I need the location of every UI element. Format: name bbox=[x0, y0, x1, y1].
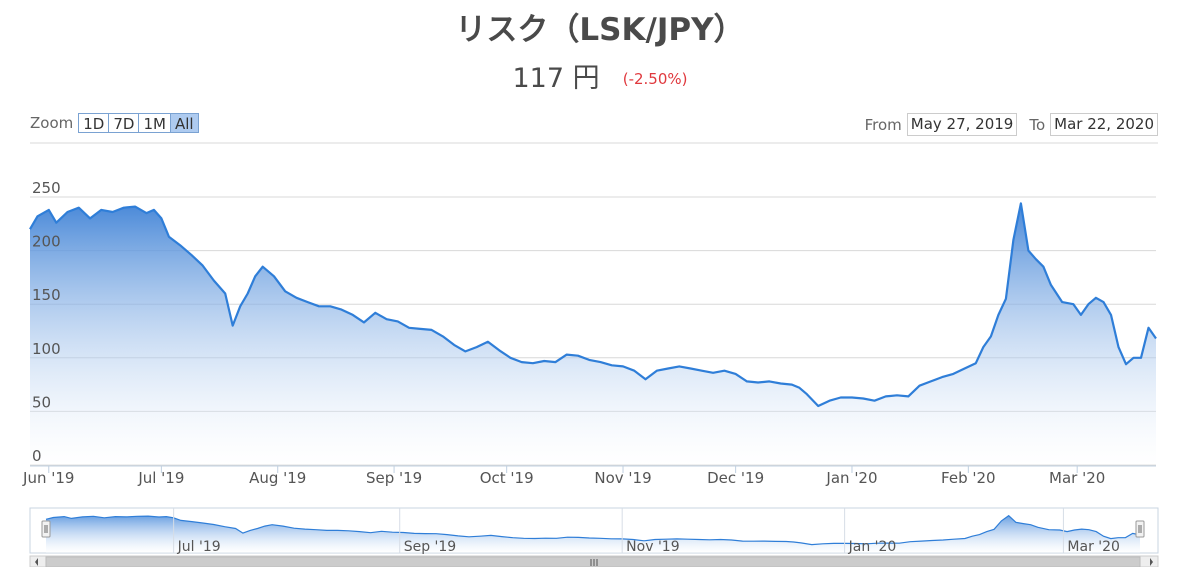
navigator-left-handle[interactable] bbox=[41, 520, 51, 538]
x-tick-label: Jul '19 bbox=[137, 469, 184, 487]
page-title: リスク（LSK/JPY） bbox=[455, 12, 745, 48]
y-tick-label: 0 bbox=[32, 447, 42, 465]
x-tick-label: Sep '19 bbox=[366, 469, 422, 487]
from-date-input[interactable]: May 27, 2019 bbox=[906, 113, 1018, 136]
zoom-7d-button[interactable]: 7D bbox=[108, 113, 140, 133]
x-tick-label: Dec '19 bbox=[707, 469, 764, 487]
navigator-area bbox=[46, 515, 1140, 553]
y-tick-label: 150 bbox=[32, 286, 61, 304]
y-tick-label: 250 bbox=[32, 179, 61, 197]
y-tick-label: 100 bbox=[32, 340, 61, 358]
current-price: 117 円 bbox=[512, 63, 600, 94]
x-tick-label: Oct '19 bbox=[480, 469, 534, 487]
navigator-tick-label: Nov '19 bbox=[626, 539, 679, 555]
zoom-all-button[interactable]: All bbox=[169, 113, 199, 133]
zoom-label: Zoom bbox=[30, 114, 74, 132]
x-tick-label: Feb '20 bbox=[941, 469, 996, 487]
navigator-tick-label: Sep '19 bbox=[404, 539, 457, 555]
date-range: From May 27, 2019 To Mar 22, 2020 bbox=[853, 113, 1158, 136]
x-tick-label: Nov '19 bbox=[594, 469, 651, 487]
x-tick-label: Jan '20 bbox=[825, 469, 877, 487]
zoom-selector: Zoom 1D 7D 1M All bbox=[30, 113, 199, 133]
to-date-input[interactable]: Mar 22, 2020 bbox=[1050, 113, 1158, 136]
navigator-line bbox=[45, 514, 1141, 546]
zoom-1m-button[interactable]: 1M bbox=[138, 113, 171, 133]
navigator-right-handle[interactable] bbox=[1135, 520, 1145, 538]
series-line bbox=[29, 202, 1157, 408]
series-area bbox=[30, 203, 1156, 465]
x-tick-label: Mar '20 bbox=[1049, 469, 1105, 487]
x-tick-label: Jun '19 bbox=[22, 469, 74, 487]
y-tick-label: 50 bbox=[32, 393, 51, 411]
x-tick-label: Aug '19 bbox=[249, 469, 306, 487]
to-label: To bbox=[1029, 115, 1046, 134]
price-change: (-2.50%) bbox=[622, 70, 688, 88]
from-label: From bbox=[864, 115, 902, 134]
navigator-scrollbar[interactable] bbox=[29, 555, 1159, 567]
navigator-tick-label: Jul '19 bbox=[177, 539, 221, 555]
navigator-tick-label: Jan '20 bbox=[848, 539, 897, 555]
y-tick-label: 200 bbox=[32, 233, 61, 251]
navigator-tick-label: Mar '20 bbox=[1067, 539, 1120, 555]
zoom-1d-button[interactable]: 1D bbox=[78, 113, 110, 133]
price-line: 117 円 (-2.50%) bbox=[0, 56, 1200, 95]
